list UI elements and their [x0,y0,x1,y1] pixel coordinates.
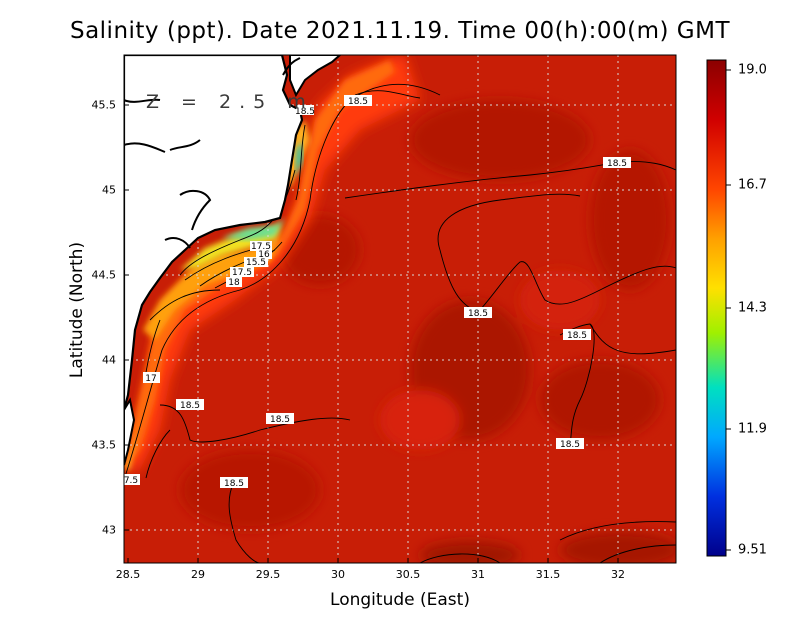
contour-label: 18.5 [266,413,294,425]
svg-text:17.5: 17.5 [251,242,271,252]
svg-text:17.5: 17.5 [232,268,252,278]
contour-label: 18.5 [556,438,584,450]
contour-label: 18.5 [464,307,492,319]
contour-label-layer: 18.5 18.5 18.5 18.5 18.5 18.5 18.5 18.5 … [124,95,631,489]
plot-area: 18.5 18.5 18.5 18.5 18.5 18.5 18.5 18.5 … [124,55,676,563]
y-axis-label: Latitude (North) [67,241,87,379]
y-tick-label: 43 [102,523,116,537]
svg-text:18.5: 18.5 [567,331,587,341]
svg-text:18: 18 [228,278,240,288]
x-tick-label: 30.5 [395,568,421,581]
contour-label: 17.5 [230,267,254,278]
x-tick-label: 28.5 [115,568,141,581]
contour-label: 18.5 [603,157,631,169]
svg-text:18.5: 18.5 [348,97,368,107]
contour-label: 18 [226,277,242,288]
svg-text:18.5: 18.5 [270,415,290,425]
svg-text:18.5: 18.5 [468,309,488,319]
salinity-field [180,100,676,563]
contour-label: 17 [143,372,160,384]
y-tick-label: 43.5 [91,438,117,452]
svg-text:15.5: 15.5 [246,258,266,268]
map-title: Salinity (ppt). Date 2021.11.19. Time 00… [69,18,731,44]
svg-text:18.5: 18.5 [295,107,315,117]
colorbar-label: 19.0 [738,62,767,78]
y-tick-label: 45 [102,183,116,197]
x-tick-label: 29 [191,568,205,581]
plot-frame [123,54,677,564]
svg-text:18.5: 18.5 [607,159,627,169]
depth-label: Z = 2.5 m [146,91,314,113]
y-tick-label: 44.5 [91,268,117,282]
svg-text:18.5: 18.5 [224,479,244,489]
contour-label: 18.5 [176,399,204,411]
svg-text:17: 17 [145,374,156,384]
colorbar-label: 9.51 [738,542,767,558]
inland-lines [124,57,301,249]
axis-ticks [124,104,619,563]
colorbar-label: 11.9 [738,421,767,437]
y-tick-label: 45.5 [91,98,117,112]
svg-text:16: 16 [258,250,270,260]
contour-label: 15.5 [244,257,268,268]
svg-text:7.5: 7.5 [124,476,138,486]
x-tick-label: 31 [471,568,485,581]
y-tick-label: 44 [102,353,116,367]
colorbar-label: 16.7 [738,177,767,193]
svg-text:18.5: 18.5 [560,440,580,450]
colorbar-ticks [726,69,731,551]
colorbar [706,59,727,557]
contour-label: 18.5 [563,329,591,341]
contour-label: 18.5 [220,477,248,489]
contour-label: 18.5 [344,95,372,107]
colorbar-label: 14.3 [738,300,767,316]
x-tick-label: 32 [611,568,625,581]
contour-label: 17.5 [250,241,272,252]
svg-text:18.5: 18.5 [180,401,200,411]
contour-label: 18.5 [295,105,315,117]
x-tick-label: 31.5 [535,568,561,581]
x-tick-label: 29.5 [255,568,281,581]
x-axis-label: Longitude (East) [330,590,470,610]
contour-label: 16 [256,249,272,260]
x-tick-label: 30 [331,568,345,581]
contour-label: 7.5 [124,474,140,486]
land-coastline [124,55,304,411]
